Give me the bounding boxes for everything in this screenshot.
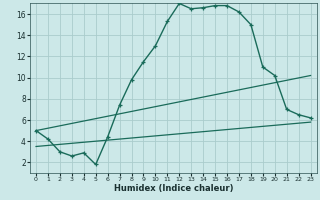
X-axis label: Humidex (Indice chaleur): Humidex (Indice chaleur)	[114, 184, 233, 193]
